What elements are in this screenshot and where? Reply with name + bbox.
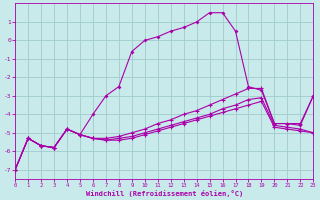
X-axis label: Windchill (Refroidissement éolien,°C): Windchill (Refroidissement éolien,°C) bbox=[85, 190, 243, 197]
